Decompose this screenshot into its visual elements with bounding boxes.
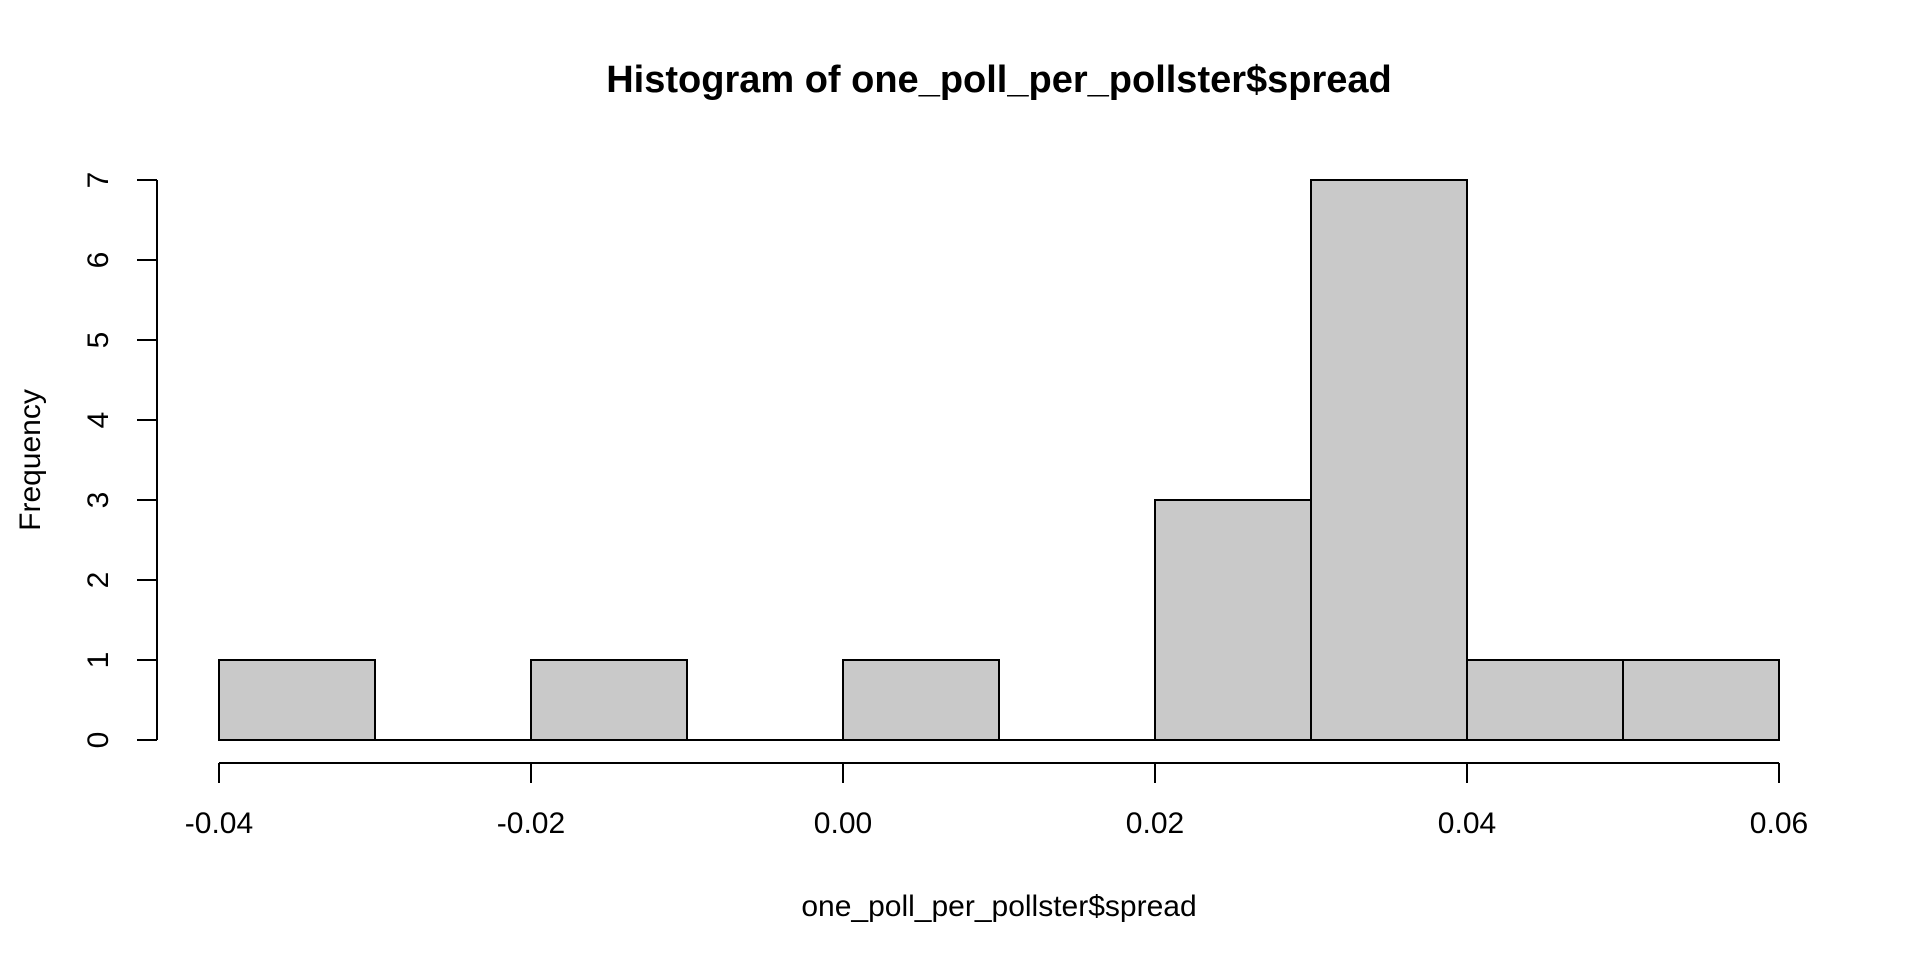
x-axis: -0.04 -0.02 0.00 0.02 0.04 0.06 [185,762,1808,840]
y-tick-label: 3 [82,492,115,509]
chart-title: Histogram of one_poll_per_pollster$sprea… [606,59,1392,101]
x-tick-label: 0.02 [1126,807,1184,840]
y-tick-label: 0 [82,732,115,749]
histogram-bar [218,659,376,741]
histogram-bar [842,659,1000,741]
y-tick-label: 5 [82,332,115,349]
histogram-bar [1466,659,1624,741]
y-tick-label: 6 [82,252,115,269]
x-tick-label: -0.04 [185,807,253,840]
y-tick-label: 7 [82,172,115,189]
y-tick-label: 4 [82,412,115,429]
histogram-bar [1154,499,1312,741]
histogram-bar [1622,659,1780,741]
y-tick-label: 1 [82,652,115,669]
x-axis-label: one_poll_per_pollster$spread [801,890,1196,923]
x-tick-label: 0.06 [1750,807,1808,840]
y-axis: 0 1 2 3 4 5 6 7 [82,172,158,749]
bars-group [218,179,1780,741]
y-axis-label: Frequency [14,389,47,531]
x-tick-label: -0.02 [497,807,565,840]
y-tick-label: 2 [82,572,115,589]
histogram-bar [530,659,688,741]
x-tick-label: 0.04 [1438,807,1496,840]
histogram-bar [1310,179,1468,741]
x-tick-label: 0.00 [814,807,872,840]
